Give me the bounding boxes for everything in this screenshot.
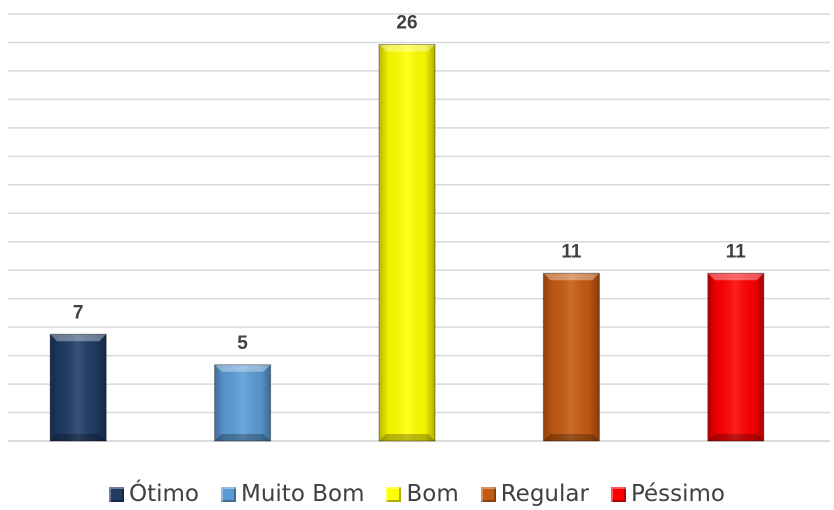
- legend-swatch: [386, 486, 402, 502]
- data-labels-group: 7 5 26 11 11: [73, 13, 746, 354]
- legend-swatch: [221, 486, 236, 502]
- data-label-otimo: 7: [73, 302, 84, 323]
- legend-label: Bom: [406, 481, 459, 507]
- legend-item-pessimo: Péssimo: [610, 481, 725, 507]
- data-label-pessimo: 11: [726, 241, 747, 262]
- legend-label: Regular: [500, 481, 589, 507]
- legend-label: Muito Bom: [241, 481, 365, 507]
- bars-group: [49, 44, 765, 442]
- legend-swatch: [480, 486, 496, 502]
- bar-muito-bom: [214, 364, 272, 442]
- legend: Ótimo Muito Bom Bom Regular Péssimo: [0, 478, 834, 510]
- data-label-regular: 11: [561, 241, 582, 262]
- bar-regular: [542, 272, 600, 442]
- data-label-muito-bom: 5: [237, 333, 248, 354]
- legend-label: Péssimo: [630, 481, 725, 507]
- legend-item-regular: Regular: [480, 481, 589, 507]
- legend-item-otimo: Ótimo: [109, 481, 199, 507]
- data-label-bom: 26: [396, 13, 417, 34]
- bar-chart: 7 5 26 11 11: [8, 13, 830, 442]
- legend-item-muito-bom: Muito Bom: [221, 481, 364, 507]
- bar-pessimo: [707, 272, 765, 442]
- legend-swatch: [610, 486, 626, 502]
- legend-swatch: [109, 486, 124, 502]
- legend-label: Ótimo: [129, 481, 199, 507]
- bar-bom: [378, 44, 436, 442]
- bar-otimo: [49, 333, 107, 442]
- legend-item-bom: Bom: [386, 481, 459, 507]
